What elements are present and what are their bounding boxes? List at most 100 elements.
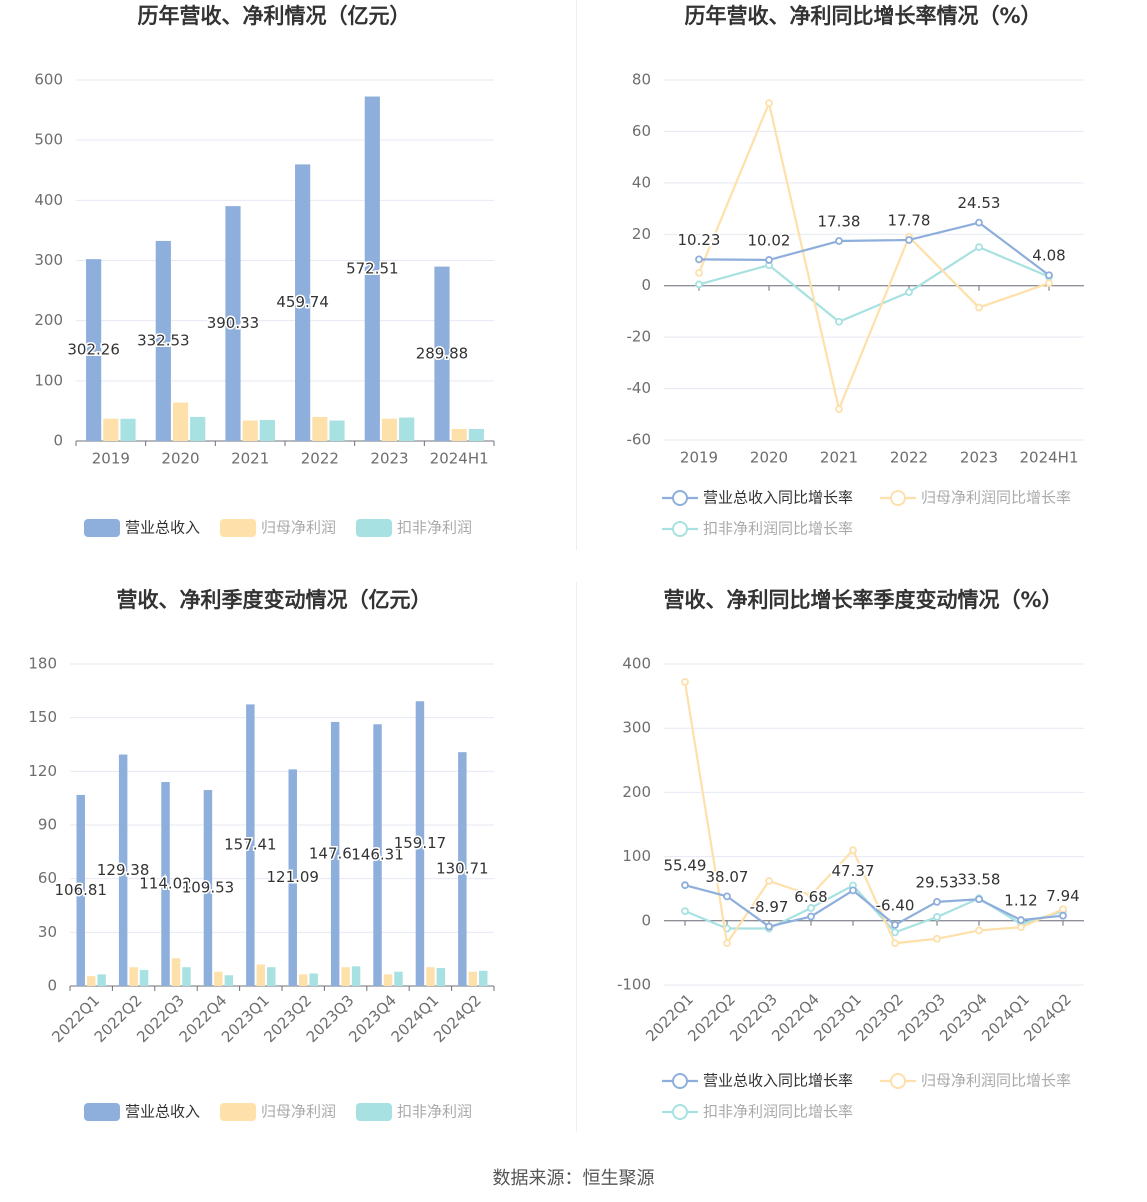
data-label: 106.81 bbox=[54, 881, 107, 899]
bar-营业总收入 bbox=[246, 704, 255, 986]
bar-归母净利润 bbox=[214, 971, 223, 986]
legend-swatch bbox=[220, 519, 256, 537]
chart-title: 历年营收、净利同比增长率情况（%） bbox=[684, 4, 1041, 28]
point-营业总收入同比增长率 bbox=[681, 881, 689, 890]
x-tick-label: 2024Q2 bbox=[430, 991, 485, 1046]
y-tick-label: 60 bbox=[632, 122, 651, 140]
chart-title: 营收、净利同比增长率季度变动情况（%） bbox=[663, 588, 1062, 612]
data-label: 17.38 bbox=[818, 213, 861, 231]
legend-swatch bbox=[220, 1103, 256, 1121]
legend-label: 归母净利润同比增长率 bbox=[921, 489, 1071, 507]
quarterly-growth-rate-chart: 营收、净利同比增长率季度变动情况（%） -100 0 100 200 300 400 2022… bbox=[576, 582, 1147, 1142]
bar-扣非净利润 bbox=[399, 417, 415, 441]
y-tick-label: 0 bbox=[53, 432, 63, 450]
data-label: 459.74 bbox=[276, 293, 329, 311]
y-tick-label: 0 bbox=[641, 911, 651, 929]
x-tick-label: 2024H1 bbox=[430, 450, 489, 468]
point-归母净利润同比增长率 bbox=[765, 99, 773, 108]
legend-marker bbox=[890, 490, 906, 506]
legend-swatch bbox=[84, 519, 120, 537]
point-归母净利润同比增长率 bbox=[891, 939, 899, 948]
bar-扣非净利润 bbox=[468, 428, 484, 441]
bar-归母净利润 bbox=[171, 958, 181, 986]
point-归母净利润同比增长率 bbox=[1059, 905, 1067, 914]
data-label: 33.58 bbox=[958, 871, 1001, 889]
chart-title: 历年营收、净利情况（亿元） bbox=[138, 4, 411, 28]
point-归母净利润同比增长率 bbox=[765, 877, 773, 885]
data-label: 302.26 bbox=[67, 341, 120, 359]
x-tick-label: 2021 bbox=[820, 449, 858, 467]
legend-swatch bbox=[356, 1103, 392, 1121]
data-label: 114.02 bbox=[139, 875, 192, 893]
y-tick-label: 600 bbox=[34, 71, 63, 89]
legend-label: 归母净利润同比增长率 bbox=[921, 1072, 1071, 1090]
bar-营业总收入 bbox=[415, 701, 425, 986]
point-归母净利润同比增长率 bbox=[807, 891, 815, 900]
data-label: -8.97 bbox=[750, 898, 789, 916]
point-归母净利润同比增长率 bbox=[933, 934, 941, 943]
x-tick-label: 2024H1 bbox=[1020, 449, 1079, 467]
point-营业总收入同比增长率 bbox=[975, 218, 983, 227]
y-tick-label: 300 bbox=[622, 719, 651, 737]
point-营业总收入同比增长率 bbox=[765, 256, 773, 264]
column-divider-bottom bbox=[576, 582, 577, 1132]
bar-扣非净利润 bbox=[267, 967, 276, 986]
bar-营业总收入 bbox=[434, 266, 450, 441]
point-扣非净利润同比增长率 bbox=[807, 904, 815, 912]
bar-归母净利润 bbox=[383, 974, 393, 986]
x-tick-label: 2023 bbox=[960, 449, 998, 467]
y-tick-label: 0 bbox=[641, 276, 651, 294]
y-tick-label: 40 bbox=[632, 173, 651, 191]
bar-归母净利润 bbox=[172, 402, 189, 441]
bar-归母净利润 bbox=[426, 967, 435, 986]
y-tick-label: 180 bbox=[28, 655, 57, 673]
bar-营业总收入 bbox=[373, 724, 382, 986]
quarterly-revenue-profit-chart: 营收、净利季度变动情况（亿元） 0 30 60 90 120 150 180 2022Q1 202… bbox=[0, 582, 576, 1142]
data-label: 147.61 bbox=[309, 844, 362, 862]
data-label: 332.53 bbox=[137, 331, 190, 349]
annual-revenue-profit-chart: 历年营收、净利情况（亿元） 0 100 200 300 400 500 600 2019 2020… bbox=[0, 0, 576, 560]
bar-归母净利润 bbox=[256, 964, 266, 986]
legend-label: 扣非净利润 bbox=[397, 1103, 472, 1121]
bar-归母净利润 bbox=[381, 418, 398, 441]
bar-扣非净利润 bbox=[259, 419, 275, 441]
bar-扣非净利润 bbox=[479, 970, 488, 986]
point-扣非净利润同比增长率 bbox=[933, 913, 941, 921]
point-归母净利润同比增长率 bbox=[835, 405, 843, 414]
data-label: 572.51 bbox=[346, 259, 399, 277]
point-营业总收入同比增长率 bbox=[975, 895, 983, 904]
y-tick-label: 400 bbox=[34, 191, 63, 209]
bar-营业总收入 bbox=[330, 721, 340, 986]
bar-营业总收入 bbox=[295, 164, 311, 441]
data-label: 390.33 bbox=[207, 314, 260, 332]
data-label: 109.53 bbox=[182, 879, 235, 897]
legend-swatch bbox=[356, 519, 392, 537]
point-归母净利润同比增长率 bbox=[975, 926, 983, 935]
column-divider-top bbox=[576, 0, 577, 550]
chart-svg: 营收、净利季度变动情况（亿元）03060901201501802022Q1202… bbox=[28, 588, 495, 1121]
annual-growth-rate-chart: 历年营收、净利同比增长率情况（%） -60 -40 -20 0 20 40 60 80 2019 2… bbox=[576, 0, 1147, 560]
point-营业总收入同比增长率 bbox=[807, 912, 815, 921]
point-营业总收入同比增长率 bbox=[835, 237, 843, 245]
y-tick-label: 300 bbox=[34, 251, 63, 269]
bar-营业总收入 bbox=[225, 206, 241, 441]
legend-label: 营业总收入同比增长率 bbox=[703, 1072, 853, 1090]
data-label: 17.78 bbox=[888, 211, 931, 229]
data-label: 1.12 bbox=[1004, 892, 1037, 910]
data-label: 4.08 bbox=[1032, 247, 1065, 265]
chart-svg: 营收、净利同比增长率季度变动情况（%）-10001002003004002022… bbox=[617, 588, 1084, 1121]
line-营业总收入同比增长率 bbox=[698, 221, 1050, 277]
legend-label: 归母净利润 bbox=[261, 1103, 336, 1121]
data-label: 159.17 bbox=[394, 834, 447, 852]
point-扣非净利润同比增长率 bbox=[891, 928, 899, 937]
bar-营业总收入 bbox=[86, 259, 102, 441]
x-tick-label: 2020 bbox=[161, 450, 199, 468]
bar-扣非净利润 bbox=[97, 974, 106, 986]
y-tick-label: 400 bbox=[622, 655, 651, 673]
point-营业总收入同比增长率 bbox=[933, 897, 941, 906]
legend-label: 归母净利润 bbox=[261, 519, 336, 537]
data-label: 10.23 bbox=[678, 231, 721, 249]
y-tick-label: 80 bbox=[632, 71, 651, 89]
data-label: 121.09 bbox=[266, 868, 319, 886]
y-tick-label: 20 bbox=[632, 225, 651, 243]
